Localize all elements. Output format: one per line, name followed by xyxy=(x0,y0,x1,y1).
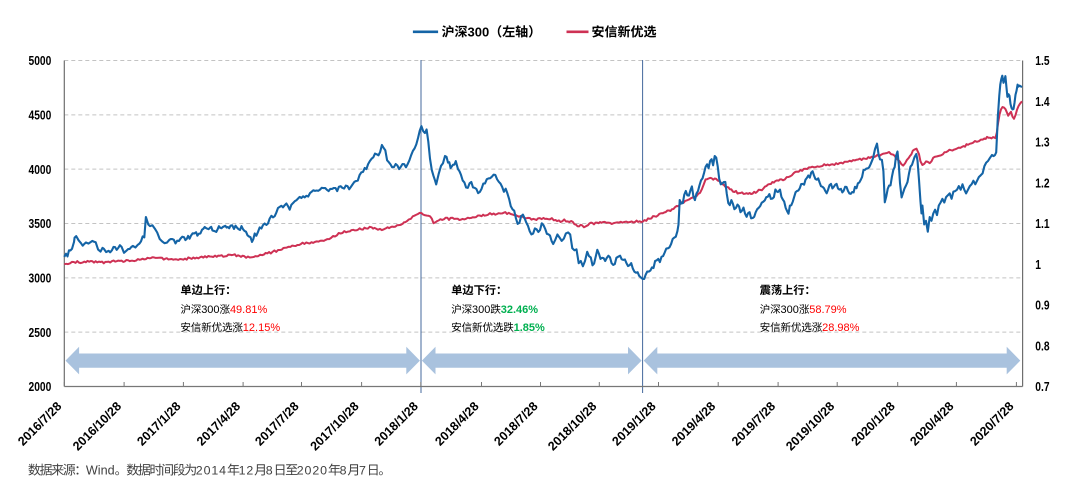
svg-text:300: 300 xyxy=(472,304,490,316)
svg-text:7: 7 xyxy=(359,464,367,478)
svg-text:3500: 3500 xyxy=(29,218,52,231)
svg-text:2500: 2500 xyxy=(29,327,52,340)
svg-text:1.85%: 1.85% xyxy=(514,322,545,334)
svg-text:4000: 4000 xyxy=(29,164,52,177)
svg-text:2014: 2014 xyxy=(196,464,227,478)
svg-text:300: 300 xyxy=(468,24,490,39)
svg-text:2020: 2020 xyxy=(297,464,328,478)
svg-text:1: 1 xyxy=(1035,259,1041,272)
svg-text:28.98%: 28.98% xyxy=(822,322,860,334)
svg-text:0.9: 0.9 xyxy=(1035,300,1049,313)
svg-text:12.15%: 12.15% xyxy=(243,322,281,334)
svg-text:1.2: 1.2 xyxy=(1035,177,1049,190)
svg-text:1.3: 1.3 xyxy=(1035,137,1049,150)
svg-text:300: 300 xyxy=(781,304,799,316)
svg-text:1.1: 1.1 xyxy=(1035,218,1050,231)
svg-text:8: 8 xyxy=(266,464,274,478)
svg-text:1.4: 1.4 xyxy=(1035,96,1050,109)
svg-text:3000: 3000 xyxy=(29,273,52,286)
svg-text:49.81%: 49.81% xyxy=(230,304,268,316)
svg-text:8: 8 xyxy=(340,464,348,478)
svg-text:58.79%: 58.79% xyxy=(809,304,847,316)
svg-text:12: 12 xyxy=(239,464,255,478)
svg-text:0.8: 0.8 xyxy=(1035,341,1049,354)
svg-text:4500: 4500 xyxy=(29,110,52,123)
svg-text:32.46%: 32.46% xyxy=(501,304,539,316)
svg-text:Wind: Wind xyxy=(86,464,115,478)
svg-text:0.7: 0.7 xyxy=(1035,381,1049,394)
svg-text:300: 300 xyxy=(201,304,219,316)
svg-text:2000: 2000 xyxy=(29,381,52,394)
svg-text:5000: 5000 xyxy=(29,55,52,68)
svg-text:1.5: 1.5 xyxy=(1035,55,1050,68)
